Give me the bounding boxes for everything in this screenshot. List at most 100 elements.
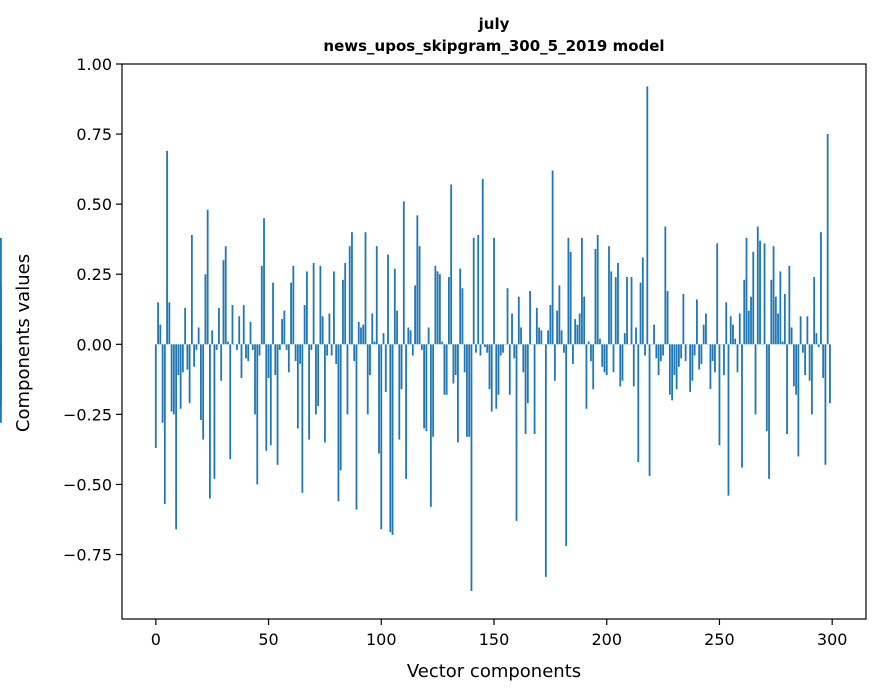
bar: [725, 302, 728, 345]
bar: [777, 313, 779, 345]
bar: [553, 344, 556, 381]
x-tick-label: 100: [366, 630, 397, 649]
bar: [621, 344, 624, 381]
bar: [824, 344, 827, 465]
bar: [779, 271, 782, 345]
bar: [337, 344, 340, 502]
bar: [371, 313, 374, 345]
y-tick-label: −0.50: [63, 475, 112, 494]
bar: [170, 344, 173, 412]
bar: [452, 344, 455, 384]
bar: [238, 316, 241, 345]
bar: [750, 296, 752, 345]
bar: [240, 344, 243, 378]
bar: [799, 316, 802, 345]
bar: [601, 344, 604, 367]
bar: [420, 344, 423, 350]
bar: [524, 344, 527, 434]
bar: [330, 344, 333, 356]
bar: [366, 344, 369, 415]
bar: [193, 344, 196, 367]
bar: [743, 279, 746, 345]
bar: [738, 313, 741, 345]
bar: [696, 299, 698, 345]
bar: [247, 344, 250, 362]
y-tick-label: 0.00: [76, 335, 112, 354]
bar: [263, 218, 265, 345]
bar: [585, 344, 588, 409]
bar: [285, 344, 288, 350]
bar: [693, 344, 696, 356]
bar: [565, 344, 568, 547]
bar: [265, 344, 268, 451]
bar: [384, 344, 387, 392]
bar: [623, 333, 626, 345]
bar: [220, 344, 223, 381]
bar: [632, 344, 635, 387]
bar: [290, 282, 292, 345]
bar: [260, 265, 263, 345]
bar: [826, 134, 829, 345]
bar: [312, 263, 315, 345]
bar: [475, 344, 477, 353]
bar: [227, 341, 229, 345]
bar: [274, 344, 277, 376]
bar: [294, 344, 297, 362]
bar: [407, 327, 410, 345]
bar: [224, 246, 227, 345]
bar: [333, 271, 335, 345]
bar: [605, 344, 608, 376]
bars: [0, 86, 831, 591]
bar: [445, 344, 448, 395]
chart-subtitle: news_upos_skipgram_300_5_2019 model: [323, 37, 664, 55]
bar: [454, 344, 457, 376]
bar: [723, 344, 725, 376]
bar: [468, 344, 471, 437]
bar: [626, 277, 628, 345]
bar: [461, 288, 464, 345]
bar: [209, 344, 211, 499]
bar: [163, 344, 166, 505]
bar: [558, 285, 561, 345]
bar: [493, 237, 495, 345]
bar: [700, 344, 703, 364]
bar: [590, 344, 592, 362]
bar: [272, 282, 274, 345]
bar: [357, 321, 360, 345]
bar: [411, 344, 414, 356]
bar: [644, 344, 646, 356]
bar: [396, 310, 398, 345]
bar: [206, 209, 209, 345]
bar: [783, 293, 786, 345]
bar: [801, 344, 804, 353]
bar: [637, 344, 640, 463]
plot-frame: [121, 63, 867, 620]
bar: [283, 310, 286, 345]
bar: [716, 243, 719, 345]
bar: [709, 344, 712, 390]
x-tick-label: 200: [591, 630, 622, 649]
bar: [795, 344, 798, 395]
bar: [213, 344, 216, 479]
bar: [711, 344, 714, 362]
bar: [562, 344, 565, 353]
bar: [689, 344, 692, 392]
bar: [599, 338, 601, 345]
bar: [362, 324, 365, 345]
bar: [578, 313, 581, 345]
bar: [790, 327, 793, 345]
bar: [351, 232, 353, 345]
bar: [810, 344, 813, 415]
bar: [747, 310, 750, 345]
bar: [499, 344, 502, 356]
bar: [218, 307, 220, 345]
bar: [344, 263, 347, 345]
bar: [639, 282, 642, 345]
bar: [526, 344, 529, 404]
bar: [373, 341, 376, 345]
bar: [438, 274, 441, 345]
bar: [197, 327, 200, 345]
bar: [659, 344, 662, 362]
bar: [287, 344, 290, 373]
